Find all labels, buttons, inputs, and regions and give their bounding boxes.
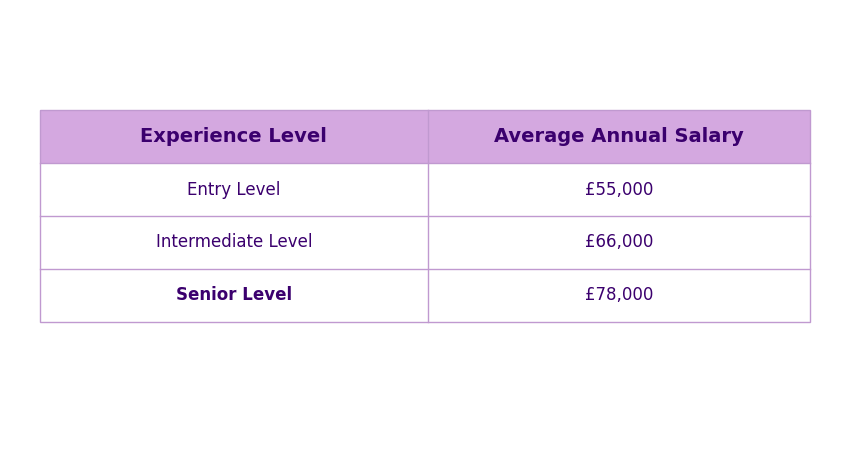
Text: Intermediate Level: Intermediate Level — [156, 234, 312, 252]
Text: £55,000: £55,000 — [585, 180, 653, 198]
Text: Average Annual Salary: Average Annual Salary — [494, 127, 744, 146]
Text: Entry Level: Entry Level — [187, 180, 280, 198]
Text: £66,000: £66,000 — [585, 234, 653, 252]
Text: Senior Level: Senior Level — [176, 286, 292, 304]
Text: £78,000: £78,000 — [585, 286, 653, 304]
Text: Experience Level: Experience Level — [140, 127, 327, 146]
